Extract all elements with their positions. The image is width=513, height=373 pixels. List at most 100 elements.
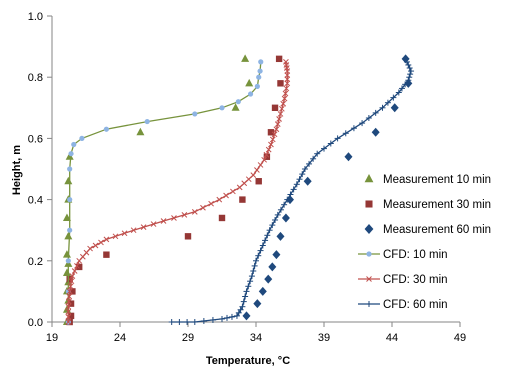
data-point-stroke <box>67 283 74 290</box>
data-point <box>223 314 230 321</box>
data-point <box>254 83 260 89</box>
data-point <box>71 141 77 148</box>
data-point-stroke <box>130 227 137 234</box>
data-point-stroke <box>254 167 260 173</box>
data-point <box>293 181 300 188</box>
series-4 <box>65 59 291 325</box>
data-point-stroke <box>277 111 284 117</box>
data-point <box>272 250 281 260</box>
data-point-stroke <box>65 308 72 315</box>
data-point <box>266 227 273 234</box>
legend-marker <box>364 224 374 234</box>
legend-item: Measurement 60 min <box>364 224 491 236</box>
x-tick-label: 29 <box>182 332 194 344</box>
data-point-stroke <box>87 245 93 252</box>
data-point <box>406 74 413 81</box>
data-point <box>74 263 80 269</box>
data-point <box>200 317 207 324</box>
data-point-stroke <box>171 215 177 221</box>
data-point <box>144 118 150 125</box>
data-point <box>284 72 291 79</box>
data-point <box>181 212 188 218</box>
data-point <box>64 176 73 185</box>
data-point-stroke <box>271 131 278 138</box>
data-point <box>261 156 268 163</box>
data-point <box>301 166 308 172</box>
data-point <box>65 308 72 315</box>
x-ticks: 19 24 29 34 39 44 49 <box>46 322 466 344</box>
data-point-stroke <box>273 126 280 133</box>
data-point <box>67 312 75 320</box>
data-point <box>290 186 297 193</box>
data-point <box>277 111 284 117</box>
data-point <box>247 278 254 285</box>
data-point <box>398 85 405 92</box>
legend-item: Measurement 30 min <box>365 199 491 211</box>
data-point <box>269 222 276 229</box>
data-point <box>267 129 275 136</box>
y-tick-label: 0.6 <box>28 133 43 145</box>
data-point <box>235 99 241 105</box>
data-point <box>239 196 246 203</box>
legend-label: CFD: 30 min <box>383 274 448 286</box>
data-point <box>284 196 291 203</box>
data-point-stroke <box>223 192 229 199</box>
data-point <box>327 140 334 147</box>
data-point <box>66 288 73 295</box>
data-point-stroke <box>112 233 119 240</box>
data-point <box>184 233 192 240</box>
data-point <box>263 151 270 158</box>
data-point-stroke <box>283 59 289 65</box>
data-point <box>66 293 73 300</box>
data-point <box>265 146 272 153</box>
data-point <box>65 258 71 264</box>
data-point <box>176 319 183 325</box>
data-point-stroke <box>191 208 198 215</box>
data-point <box>245 283 252 290</box>
data-point <box>160 218 167 224</box>
data-point <box>130 227 137 234</box>
data-point-stroke <box>65 298 72 305</box>
data-point-stroke <box>257 162 264 168</box>
data-point <box>121 230 128 237</box>
data-point <box>240 298 247 305</box>
data-point-stroke <box>65 319 72 325</box>
data-point <box>218 214 226 222</box>
data-point-stroke <box>230 188 236 195</box>
y-tick-label: 1.0 <box>28 11 43 23</box>
data-point-stroke <box>283 62 290 68</box>
data-point-stroke <box>269 136 276 143</box>
data-point <box>310 155 317 162</box>
data-point <box>69 288 76 295</box>
data-point <box>216 196 223 203</box>
legend-item: CFD: 10 min <box>358 249 448 261</box>
data-point <box>231 103 240 111</box>
data-point <box>235 309 242 316</box>
data-point-stroke <box>121 230 128 237</box>
series-5 <box>168 58 415 325</box>
data-point <box>241 54 250 62</box>
data-point <box>79 135 85 141</box>
data-point-stroke <box>245 176 252 183</box>
series-line <box>67 61 288 322</box>
data-point <box>62 250 71 258</box>
data-point <box>257 162 264 168</box>
data-point <box>168 319 175 325</box>
data-point <box>405 77 412 84</box>
data-point-stroke <box>284 80 291 87</box>
data-point-stroke <box>280 100 287 107</box>
data-point <box>296 176 303 183</box>
data-point <box>268 141 274 148</box>
data-point-stroke <box>140 224 147 230</box>
data-point <box>230 188 236 195</box>
data-point <box>277 206 284 213</box>
x-tick-label: 24 <box>114 332 126 344</box>
legend-label: CFD: 10 min <box>383 249 448 261</box>
data-point-stroke <box>261 156 268 163</box>
x-tick-label: 19 <box>46 332 58 344</box>
data-point-stroke <box>276 116 282 122</box>
legend-item: Measurement 10 min <box>364 174 491 186</box>
data-point <box>67 227 73 233</box>
data-point <box>140 224 147 230</box>
data-point <box>283 59 289 65</box>
